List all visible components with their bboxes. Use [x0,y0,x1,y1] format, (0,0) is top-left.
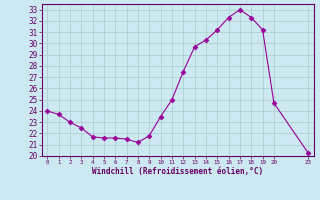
X-axis label: Windchill (Refroidissement éolien,°C): Windchill (Refroidissement éolien,°C) [92,167,263,176]
